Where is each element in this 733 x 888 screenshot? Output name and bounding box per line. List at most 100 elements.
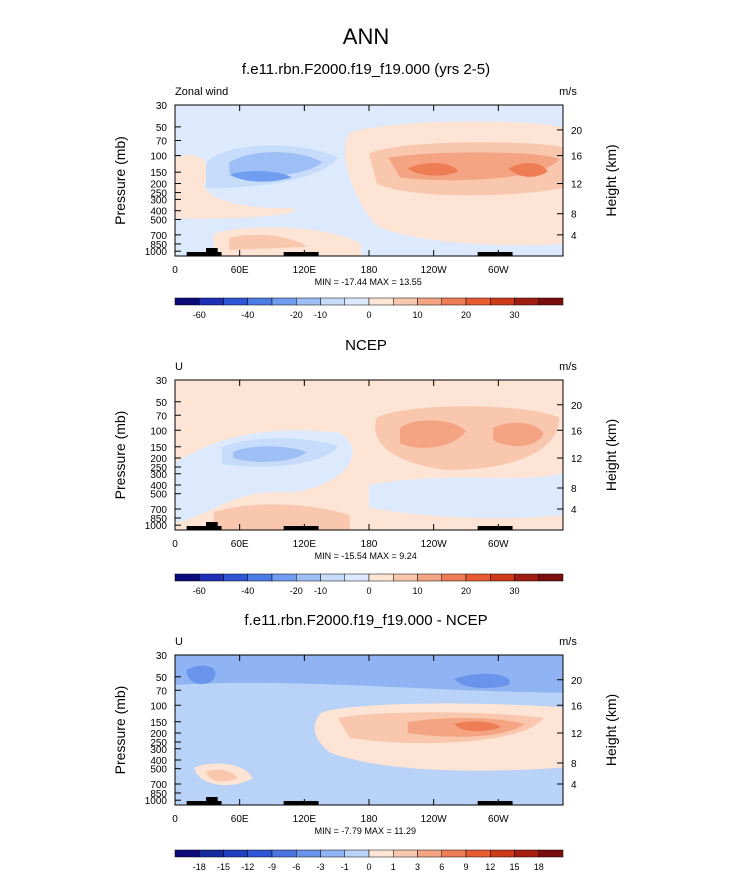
- colorbar-label: -3: [316, 862, 324, 872]
- colorbar-label: 9: [463, 862, 468, 872]
- contour-region: [186, 665, 510, 689]
- panel-left-label: U: [175, 636, 183, 648]
- colorbar-label: -1: [341, 862, 349, 872]
- colorbar-swatch: [490, 297, 515, 306]
- colorbar-swatch: [296, 297, 321, 306]
- contour-region: [229, 234, 307, 250]
- y-axis-title-left: Pressure (mb): [112, 136, 128, 225]
- colorbar-swatch: [368, 573, 394, 582]
- pressure-tick-label: 30: [156, 376, 168, 387]
- topography-mask: [186, 801, 222, 805]
- height-tick-label: 4: [571, 780, 577, 791]
- y-axis-title-right: Height (km): [603, 419, 619, 491]
- colorbar-swatch: [465, 573, 491, 582]
- pressure-tick-label: 30: [156, 101, 168, 112]
- pressure-tick-label: 70: [156, 686, 168, 697]
- colorbar-swatch: [441, 573, 467, 582]
- colorbar-swatch: [320, 573, 345, 582]
- colorbar-label: 3: [415, 862, 420, 872]
- colorbar-swatch: [174, 849, 200, 858]
- contour-region: [229, 171, 292, 182]
- topography-mask: [283, 526, 319, 530]
- lon-tick-label: 0: [172, 814, 178, 825]
- pressure-tick-label: 250: [150, 189, 167, 200]
- field-group: [175, 105, 563, 256]
- stats-label: MIN = -17.44 MAX = 13.55: [315, 277, 422, 287]
- pressure-tick-label: 50: [156, 123, 168, 134]
- colorbar-swatch: [393, 573, 418, 582]
- pressure-tick-label: 300: [150, 745, 167, 756]
- topography-mask: [283, 252, 319, 256]
- colorbar-swatch: [514, 573, 539, 582]
- y-axis-title-right: Height (km): [603, 694, 619, 766]
- pressure-tick-label: 850: [150, 240, 167, 251]
- pressure-tick-label: 70: [156, 136, 168, 147]
- colorbar-swatch: [465, 849, 491, 858]
- colorbar-label: -60: [193, 586, 206, 596]
- pressure-tick-label: 250: [150, 738, 167, 749]
- colorbar-swatch: [271, 849, 297, 858]
- colorbar-swatch: [199, 297, 224, 306]
- stats-label: MIN = -7.79 MAX = 11.29: [315, 826, 416, 836]
- contour-region: [175, 154, 296, 219]
- colorbar-label: -15: [217, 862, 230, 872]
- height-tick-label: 12: [571, 454, 583, 465]
- pressure-tick-label: 200: [150, 729, 167, 740]
- pressure-tick-label: 300: [150, 195, 167, 206]
- pressure-tick-label: 150: [150, 168, 167, 179]
- height-tick-label: 8: [571, 484, 577, 495]
- colorbar-swatch: [344, 297, 370, 306]
- height-tick-label: 8: [571, 759, 577, 770]
- pressure-tick-label: 1000: [145, 247, 168, 258]
- colorbar-swatch: [296, 849, 321, 858]
- lon-tick-label: 120E: [293, 539, 317, 550]
- pressure-tick-label: 30: [156, 651, 168, 662]
- colorbar-swatch: [223, 297, 248, 306]
- pressure-tick-label: 100: [150, 152, 167, 163]
- lon-tick-label: 0: [172, 539, 178, 550]
- contour-region: [454, 721, 501, 732]
- panel-title: f.e11.rbn.F2000.f19_f19.000 (yrs 2-5): [242, 61, 490, 78]
- pressure-tick-label: 150: [150, 718, 167, 729]
- colorbar-swatch: [368, 849, 394, 858]
- topography-mask: [206, 522, 218, 526]
- field-group: [175, 380, 563, 530]
- panel-units: m/s: [559, 361, 577, 373]
- pressure-tick-label: 500: [150, 765, 167, 776]
- lon-tick-label: 120W: [421, 539, 448, 550]
- pressure-tick-label: 100: [150, 701, 167, 712]
- colorbar-label: 0: [366, 310, 371, 320]
- pressure-tick-label: 50: [156, 398, 168, 409]
- colorbar-swatch: [514, 297, 539, 306]
- colorbar-label: -10: [314, 310, 327, 320]
- colorbar-swatch: [271, 297, 297, 306]
- height-tick-label: 12: [571, 729, 583, 740]
- lon-tick-label: 180: [361, 265, 378, 276]
- colorbar-swatch: [417, 297, 442, 306]
- pressure-tick-label: 700: [150, 780, 167, 791]
- colorbar-label: -20: [290, 310, 303, 320]
- height-tick-label: 4: [571, 231, 577, 242]
- colorbar-label: 30: [509, 586, 519, 596]
- colorbar-label: 12: [485, 862, 495, 872]
- colorbar-swatch: [538, 573, 564, 582]
- colorbar-swatch: [465, 297, 491, 306]
- panel-units: m/s: [559, 86, 577, 98]
- pressure-tick-label: 200: [150, 180, 167, 191]
- colorbar-swatch: [538, 297, 564, 306]
- height-tick-label: 16: [571, 152, 583, 163]
- panel-left-label: Zonal wind: [175, 86, 228, 98]
- colorbar-swatch: [490, 849, 515, 858]
- colorbar-label: 1: [391, 862, 396, 872]
- pressure-tick-label: 700: [150, 231, 167, 242]
- colorbar-swatch: [393, 849, 418, 858]
- panel-left-label: U: [175, 361, 183, 373]
- lon-tick-label: 60E: [231, 539, 249, 550]
- colorbar-swatch: [368, 297, 394, 306]
- contour-region: [206, 769, 238, 782]
- colorbar-swatch: [247, 849, 273, 858]
- colorbar-label: -9: [268, 862, 276, 872]
- topography-mask: [477, 252, 513, 256]
